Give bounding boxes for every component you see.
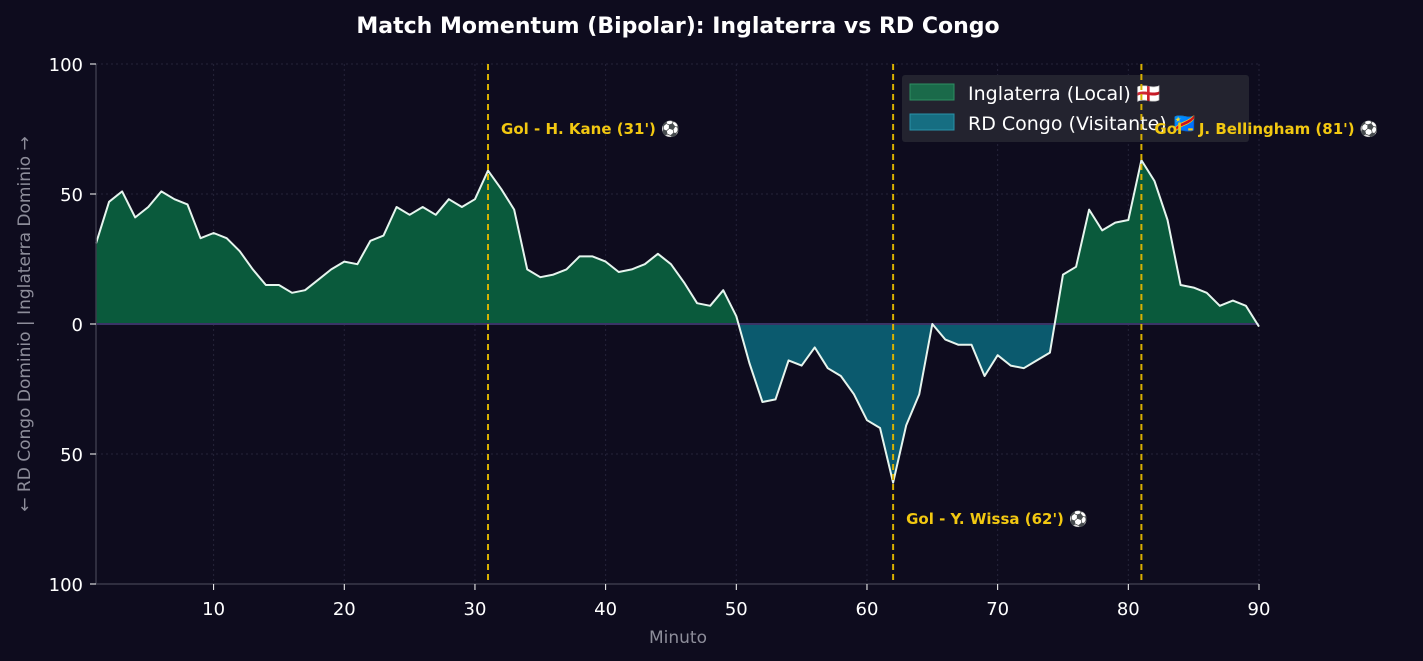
x-tick-label: 30	[464, 599, 487, 620]
y-tick-label: 50	[60, 185, 83, 206]
legend-swatch-inglaterra	[909, 83, 955, 101]
x-tick-label: 60	[856, 599, 879, 620]
legend-swatch-rd-congo	[909, 113, 955, 131]
x-axis-label: Minuto	[649, 628, 707, 648]
y-tick-label: 0	[72, 315, 83, 336]
goal-markers: Gol - H. Kane (31') ⚽ Gol - Y. Wissa (62'…	[487, 64, 1379, 584]
goal-annotation-2: Gol - Y. Wissa (62') ⚽	[906, 510, 1088, 528]
y-tick-label: 100	[49, 575, 83, 596]
x-tick-label: 90	[1248, 599, 1271, 620]
y-tick-label: 100	[49, 55, 83, 76]
x-tick-label: 50	[725, 599, 748, 620]
legend-label-rd-congo: RD Congo (Visitante) 🇨🇩	[968, 112, 1196, 135]
x-tick-label: 80	[1117, 599, 1140, 620]
area-inglaterra	[96, 160, 1259, 324]
legend: Inglaterra (Local) 🏴󠁧󠁢󠁥󠁮󠁧󠁿 RD Congo (Vis…	[902, 75, 1249, 142]
legend-box	[902, 75, 1249, 142]
tick-labels: 10 20 30 40 50 60 70 80 90 100 50 0 50 100	[49, 55, 1271, 620]
goal-annotation-1: Gol - H. Kane (31') ⚽	[501, 120, 680, 138]
momentum-line	[95, 159, 1260, 484]
x-tick-label: 10	[202, 599, 225, 620]
legend-label-inglaterra: Inglaterra (Local) 🏴󠁧󠁢󠁥󠁮󠁧󠁿	[968, 83, 1161, 105]
y-axis-label: ← RD Congo Dominio | Inglaterra Dominio …	[15, 136, 35, 511]
y-tick-label: 50	[60, 445, 83, 466]
x-tick-label: 70	[986, 599, 1009, 620]
momentum-areas	[95, 159, 1260, 484]
chart-title: Match Momentum (Bipolar): Inglaterra vs …	[356, 14, 999, 39]
x-tick-label: 40	[594, 599, 617, 620]
goal-annotation-3: Gol - J. Bellingham (81') ⚽	[1154, 120, 1378, 138]
x-tick-label: 20	[333, 599, 356, 620]
